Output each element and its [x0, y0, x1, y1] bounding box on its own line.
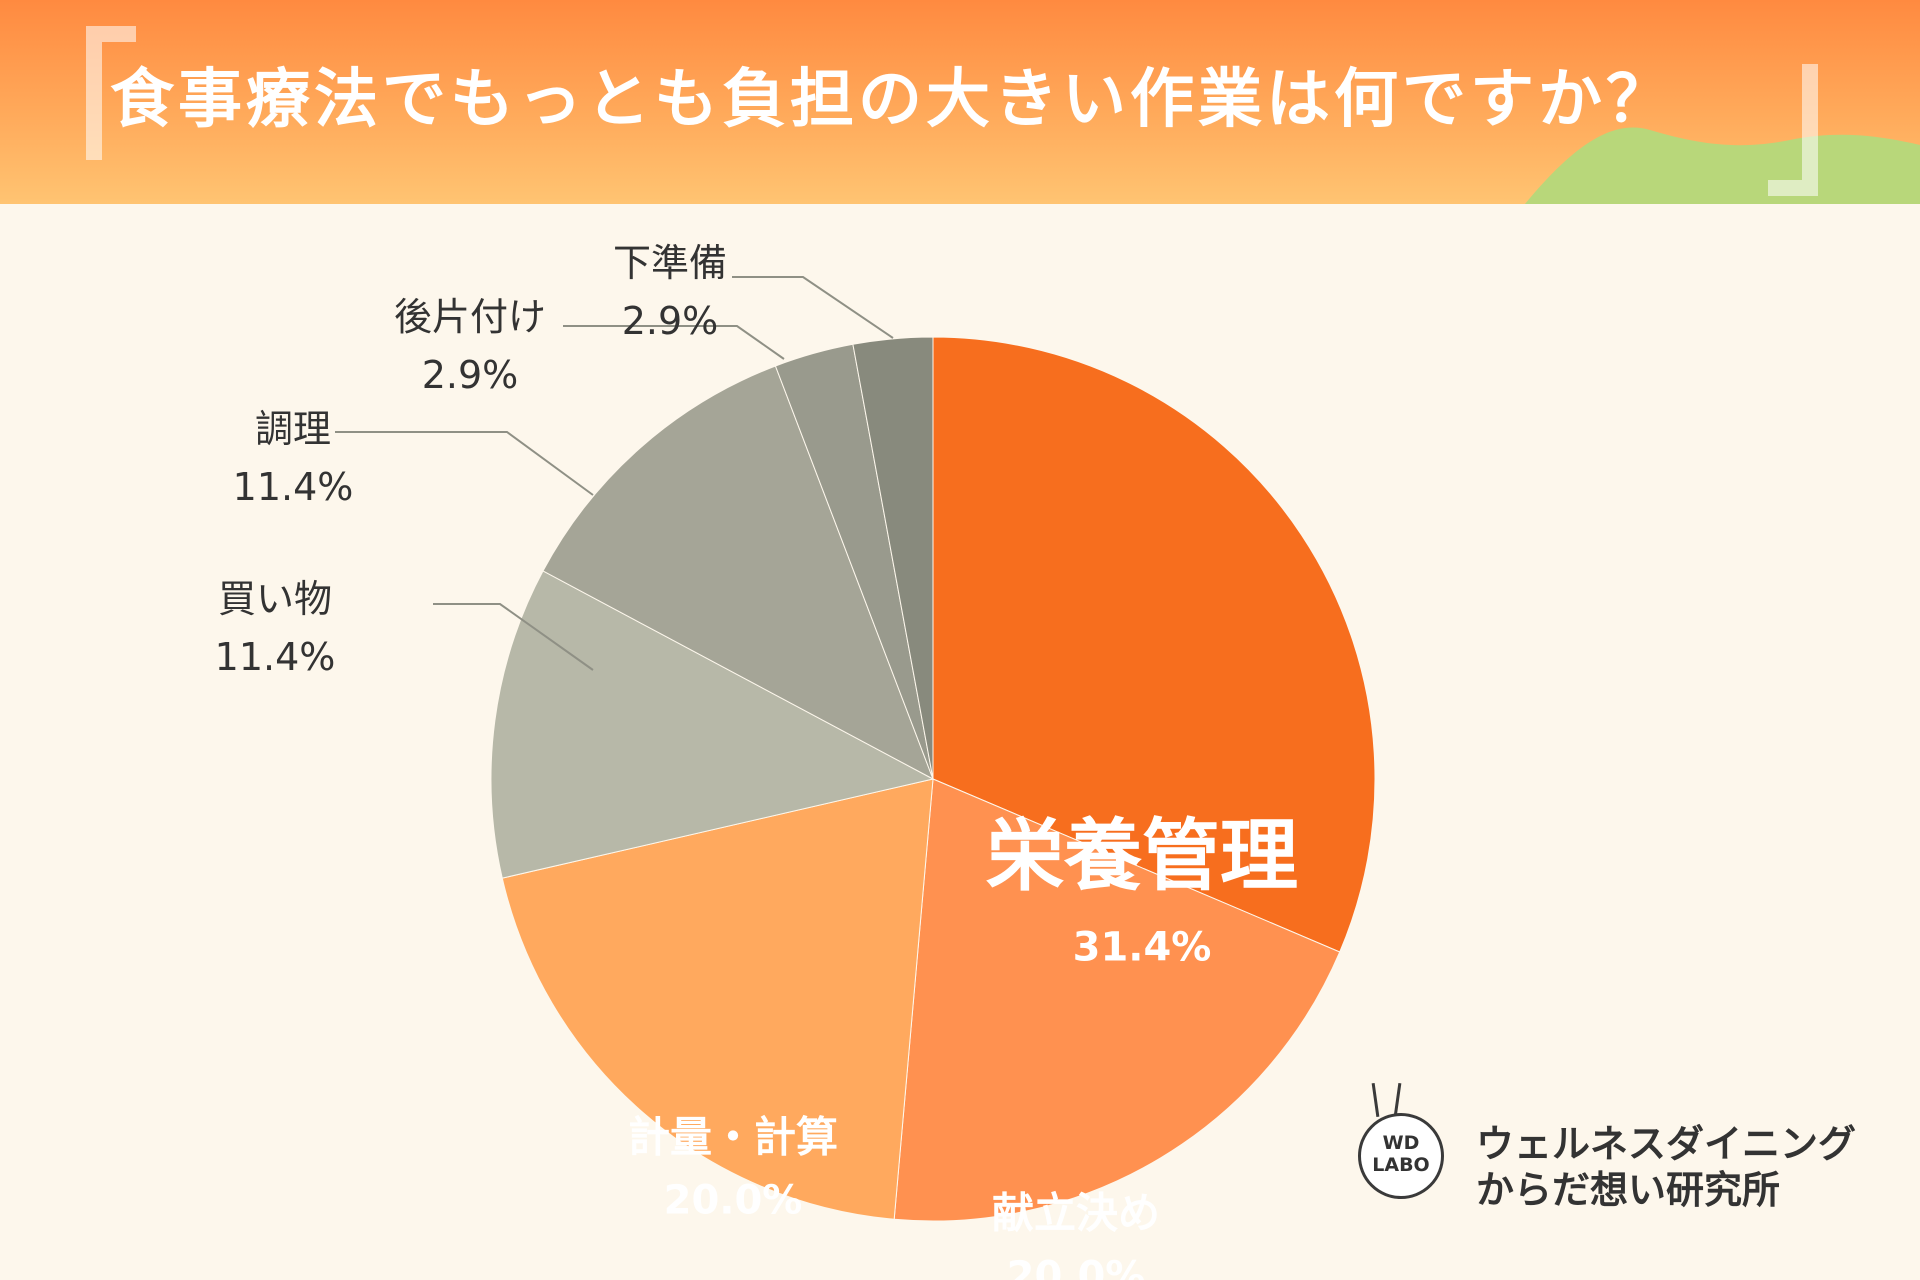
- slice-label: 調理: [255, 407, 331, 451]
- slice-value-label: 20.0%: [1007, 1254, 1146, 1280]
- slice-label: 後片付け: [394, 295, 546, 339]
- logo-text-wd: WD: [1382, 1132, 1420, 1154]
- slice-value-label: 2.9%: [622, 299, 719, 343]
- slice-value-label: 11.4%: [233, 465, 354, 509]
- brand-logo: WD LABO ウェルネスダイニング からだ想い研究所: [1350, 1082, 1890, 1235]
- pie-chart: 栄養管理 31.4% 献立決め 20.0% 計量・計算 20.0% 買い物 11.4% 調理 11…: [215, 241, 1376, 1280]
- slice-label: 買い物: [218, 577, 332, 621]
- logo-circle: WD LABO: [1358, 1113, 1444, 1199]
- pie-slices: [490, 336, 1376, 1222]
- title-bracket-left: [86, 26, 136, 160]
- brand-name-line1: ウェルネスダイニング: [1476, 1122, 1857, 1166]
- leader-line: [732, 276, 894, 339]
- slice-value-label: 11.4%: [215, 635, 336, 679]
- pie-slice: [893, 778, 1341, 1222]
- leader-line: [335, 431, 594, 496]
- leader-line: [563, 325, 785, 360]
- slice-label: 下準備: [613, 241, 727, 285]
- slice-label: 献立決め: [992, 1189, 1160, 1238]
- pie-slice: [490, 570, 935, 879]
- leader-lines: [335, 276, 894, 671]
- slice-labels: 栄養管理 31.4% 献立決め 20.0% 計量・計算 20.0% 買い物 11.4% 調理 11…: [215, 241, 1298, 1280]
- pie-slice: [542, 365, 934, 781]
- page-title: 食事療法でもっとも負担の大きい作業は何ですか？: [110, 63, 1674, 137]
- logo-text-labo: LABO: [1372, 1154, 1430, 1176]
- logo-stem-left: [1371, 1082, 1380, 1118]
- slice-value-label: 31.4%: [1073, 925, 1212, 971]
- header-banner: 食事療法でもっとも負担の大きい作業は何ですか？: [0, 0, 1920, 204]
- pie-slice: [501, 778, 934, 1220]
- brand-name: ウェルネスダイニング からだ想い研究所: [1476, 1121, 1856, 1213]
- leader-line: [433, 603, 594, 671]
- slice-value-label: 2.9%: [422, 353, 519, 397]
- logo-stem-right: [1393, 1082, 1402, 1118]
- title-bracket-right: [1768, 64, 1818, 196]
- slice-value-label: 20.0%: [664, 1178, 803, 1224]
- brand-name-line2: からだ想い研究所: [1476, 1168, 1781, 1212]
- pie-slice: [852, 336, 934, 780]
- slice-label: 計量・計算: [628, 1113, 838, 1162]
- pie-slice: [932, 336, 1376, 953]
- hill-decoration: [1525, 127, 1920, 204]
- slice-label: 栄養管理: [986, 812, 1298, 902]
